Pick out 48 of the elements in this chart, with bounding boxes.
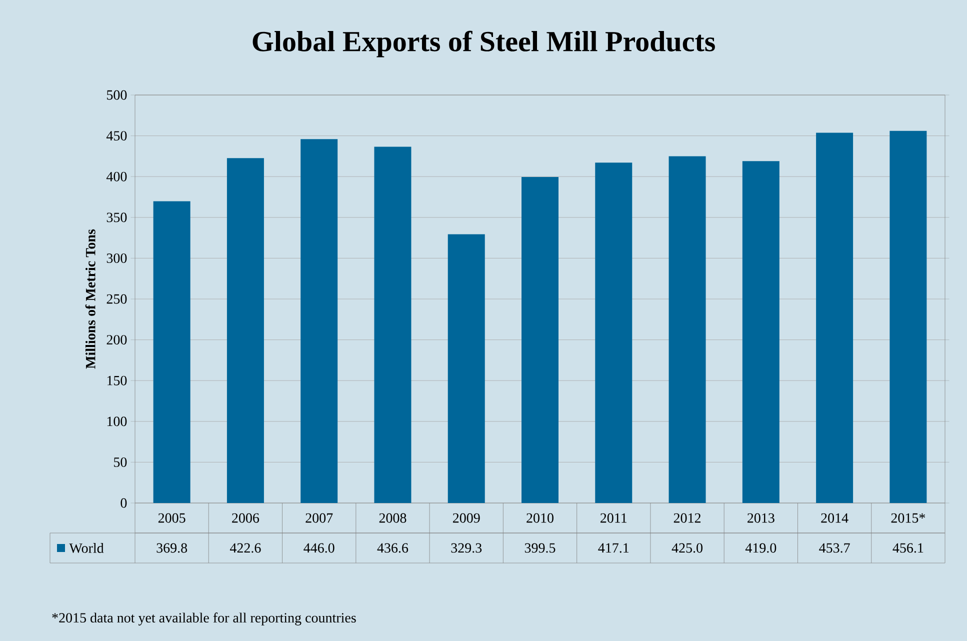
y-axis-title: Millions of Metric Tons	[85, 229, 96, 369]
y-tick-label: 0	[120, 498, 127, 508]
bar	[742, 161, 780, 503]
bar	[668, 156, 706, 503]
x-tick-label: 2010	[526, 513, 554, 523]
x-tick-label: 2005	[158, 513, 186, 523]
y-tick-label: 150	[107, 376, 127, 386]
x-tick-label: 2013	[748, 513, 774, 523]
bar	[300, 139, 338, 503]
bar	[522, 177, 559, 503]
y-tick-label: 450	[106, 131, 127, 141]
y-tick-label: 350	[106, 212, 127, 222]
data-label: 369.8	[156, 543, 188, 553]
y-tick-label: 300	[106, 253, 127, 263]
x-tick-label: 2011	[600, 513, 627, 523]
bar	[890, 130, 927, 503]
y-tick-label: 200	[106, 335, 127, 345]
y-tick-label: 500	[107, 90, 127, 100]
data-label: 399.5	[524, 543, 556, 553]
y-tick-label: 100	[107, 416, 127, 426]
legend-label: World	[69, 543, 104, 553]
bar	[816, 132, 854, 503]
x-tick-label: 2015*	[891, 513, 926, 523]
x-tick-label: 2007	[306, 513, 333, 523]
data-label: 425.0	[672, 543, 702, 553]
data-label: 436.6	[377, 543, 408, 553]
data-label: 446.0	[304, 543, 334, 553]
y-tick-label: 50	[114, 457, 127, 467]
data-label: 456.1	[892, 543, 924, 553]
x-tick-label: 2009	[452, 513, 480, 523]
data-label: 329.3	[451, 543, 482, 553]
data-label: 453.7	[819, 543, 850, 553]
data-label: 422.6	[230, 543, 261, 553]
bar	[153, 201, 190, 503]
x-tick-label: 2012	[674, 513, 701, 523]
x-tick-label: 2006	[232, 513, 260, 523]
chart-title: Global Exports of Steel Mill Products	[252, 30, 715, 58]
y-tick-label: 400	[106, 172, 127, 182]
bar	[226, 158, 264, 503]
x-tick-label: 2008	[379, 513, 406, 523]
bar	[448, 234, 485, 503]
bar	[374, 146, 412, 503]
data-label: 417.1	[598, 543, 629, 553]
text: *2015 data not yet available for all reporting countries	[52, 612, 356, 626]
data-label: 419.0	[745, 543, 776, 553]
x-tick-label: 2014	[821, 513, 848, 523]
bar	[595, 162, 632, 503]
y-tick-label: 250	[106, 294, 127, 304]
